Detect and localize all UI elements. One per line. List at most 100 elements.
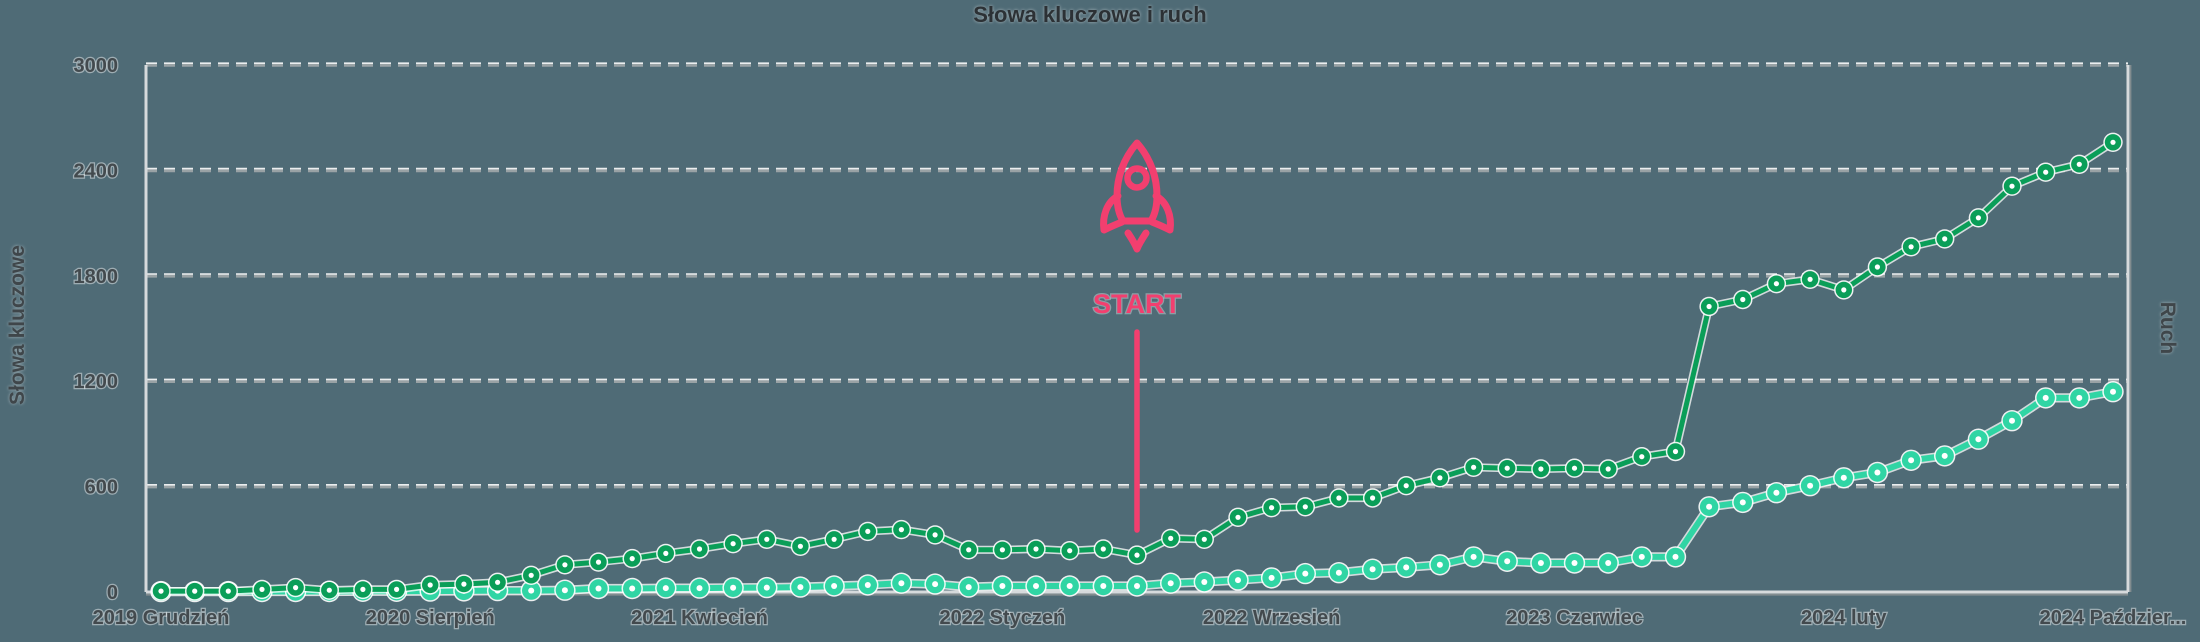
marker-hole [1706,503,1713,510]
marker-hole [293,585,299,591]
y-tick-label: 600 [85,477,118,499]
marker-hole [1302,570,1309,577]
marker-hole [1201,579,1208,585]
marker-hole [1134,552,1140,558]
marker-hole [1504,465,1510,471]
y-tick-label: 0 [107,582,118,604]
x-tick-label: 2019 Grudzień [93,607,230,629]
marker-hole [1672,448,1679,455]
marker-hole [1403,564,1410,571]
marker-hole [797,543,804,549]
marker-hole [1100,583,1107,589]
start-label: START [1093,289,1181,319]
marker-hole [394,586,400,593]
marker-hole [764,536,770,542]
marker-hole [2110,139,2116,145]
marker-hole [1739,499,1746,506]
marker-hole [865,528,871,535]
marker-hole [1908,457,1915,464]
marker-hole [2076,161,2082,167]
marker-hole [1033,546,1039,552]
marker-hole [1840,474,1847,481]
marker-hole [1168,535,1174,542]
marker-hole [1538,466,1544,472]
marker-hole [1335,569,1342,576]
y-tick-label: 3000 [74,55,119,77]
marker-hole [1504,558,1511,565]
marker-hole [595,585,602,592]
marker-hole [1235,577,1241,584]
series-slowa-kluczowe[interactable] [151,132,2123,601]
marker-hole [864,582,871,588]
marker-hole [1268,574,1275,581]
marker-hole [1605,560,1612,566]
marker-hole [1571,560,1578,566]
x-tick-label: 2022 Wrzesień [1203,607,1341,629]
marker-hole [1370,495,1376,501]
marker-hole [831,583,838,589]
marker-hole [696,585,703,592]
marker-hole [1874,469,1881,476]
marker-hole [2043,169,2049,175]
marker-hole [528,587,535,594]
marker-hole [2009,417,2015,424]
marker-hole [192,588,198,594]
marker-hole [259,586,265,593]
y-tick-label: 1800 [74,266,119,288]
x-tick-label: 2024 Paździer... [2040,607,2187,629]
marker-hole [1336,495,1342,501]
marker-hole [629,556,635,562]
marker-hole [1167,580,1174,587]
marker-hole [763,584,770,591]
marker-hole [495,579,501,585]
marker-hole [1033,583,1039,589]
marker-hole [1841,287,1847,293]
marker-hole [326,587,332,593]
marker-hole [528,572,534,578]
marker-hole [730,584,737,591]
marker-hole [1403,483,1409,489]
marker-hole [898,527,905,533]
marker-hole [663,550,669,557]
marker-hole [1941,452,1948,459]
marker-hole [1908,244,1914,250]
marker-hole [1100,546,1106,552]
marker-hole [1369,566,1376,573]
marker-hole [1672,553,1679,560]
marker-hole [1067,548,1073,554]
rocket-icon [1100,139,1174,253]
marker-hole [1436,561,1443,568]
marker-hole [1302,504,1308,510]
marker-hole [1773,489,1780,496]
marker-hole [2042,394,2049,401]
marker-hole [595,559,602,565]
marker-hole [1639,454,1645,460]
marker-hole [1605,466,1611,472]
marker-hole [797,584,804,591]
marker-hole [1740,296,1746,303]
marker-hole [1066,583,1073,589]
marker-hole [1706,303,1712,310]
x-tick-label: 2024 luty [1801,607,1887,629]
marker-hole [158,588,164,594]
marker-hole [1807,276,1813,282]
x-tick-label: 2022 Styczeń [940,607,1066,629]
marker-hole [225,588,231,594]
marker-hole [1471,464,1477,470]
marker-hole [1571,465,1578,471]
marker-hole [2009,183,2015,189]
marker-hole [561,587,568,594]
chart-title: Słowa kluczowe i ruch [973,2,1207,27]
marker-hole [1975,215,1981,221]
marker-hole [966,547,972,553]
marker-hole [1470,553,1477,560]
marker-hole [965,584,972,591]
marker-hole [999,547,1006,553]
marker-hole [427,582,433,588]
marker-hole [1201,536,1207,542]
marker-hole [461,581,467,587]
marker-hole [1942,236,1948,242]
marker-hole [629,585,636,592]
marker-hole [1874,264,1880,270]
